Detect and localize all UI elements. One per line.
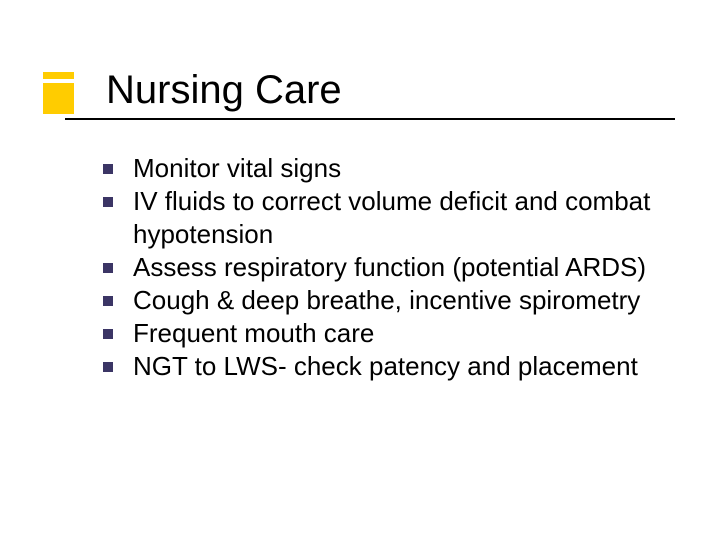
title-accent-square	[43, 83, 74, 114]
list-item: Monitor vital signs	[103, 152, 683, 185]
title-accent-bar	[43, 72, 74, 79]
list-item: Frequent mouth care	[103, 317, 683, 350]
bullet-text: Cough & deep breathe, incentive spiromet…	[133, 284, 683, 317]
list-item: IV fluids to correct volume deficit and …	[103, 185, 683, 251]
bullet-square-icon	[103, 197, 113, 207]
title-underline	[65, 118, 675, 120]
list-item: Cough & deep breathe, incentive spiromet…	[103, 284, 683, 317]
bullet-square-icon	[103, 263, 113, 273]
list-item: Assess respiratory function (potential A…	[103, 251, 683, 284]
bullet-text: Assess respiratory function (potential A…	[133, 251, 683, 284]
bullet-text: Frequent mouth care	[133, 317, 683, 350]
bullet-square-icon	[103, 362, 113, 372]
slide: Nursing Care Monitor vital signs IV flui…	[0, 0, 720, 540]
bullet-text: NGT to LWS- check patency and placement	[133, 350, 683, 383]
list-item: NGT to LWS- check patency and placement	[103, 350, 683, 383]
body-area: Monitor vital signs IV fluids to correct…	[103, 152, 683, 383]
slide-title: Nursing Care	[106, 68, 342, 113]
bullet-square-icon	[103, 296, 113, 306]
bullet-text: IV fluids to correct volume deficit and …	[133, 185, 683, 251]
bullet-square-icon	[103, 329, 113, 339]
bullet-text: Monitor vital signs	[133, 152, 683, 185]
bullet-square-icon	[103, 164, 113, 174]
